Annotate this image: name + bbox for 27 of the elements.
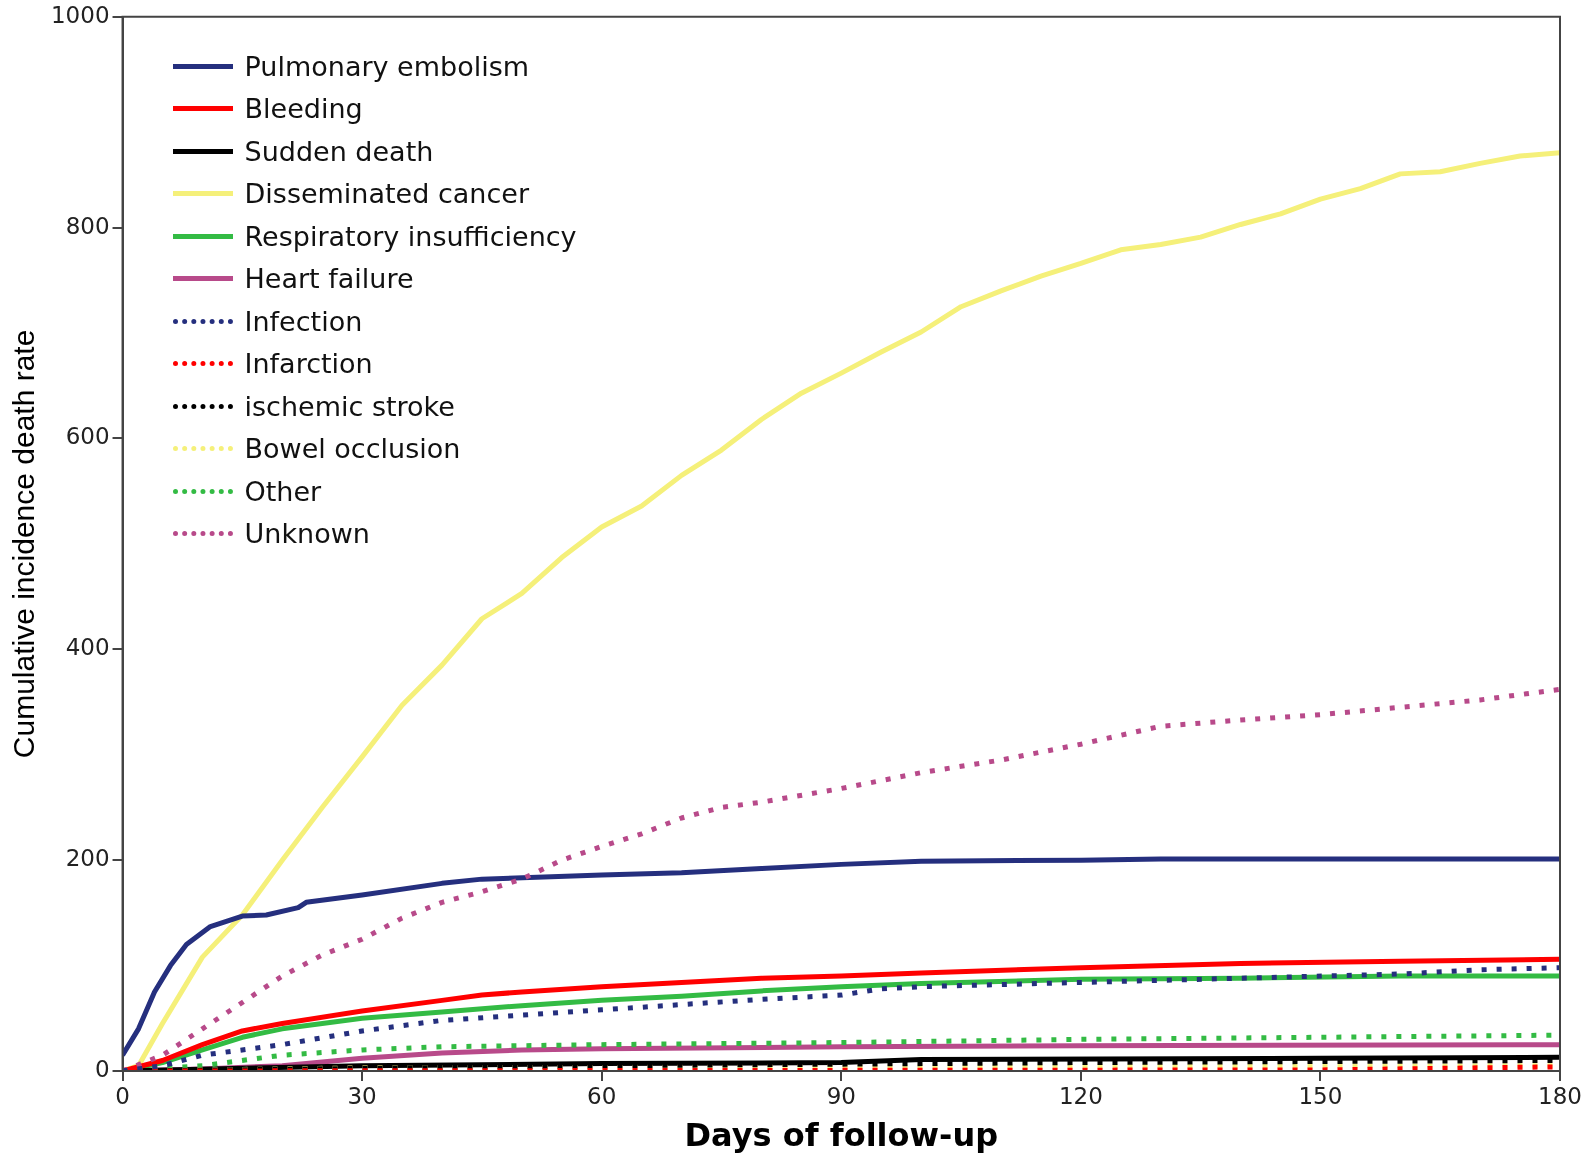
x-tick-label: 0	[115, 1082, 130, 1109]
y-tick-label: 1000	[50, 1, 110, 28]
y-tick-label: 200	[65, 845, 110, 872]
legend-label: Disseminated cancer	[244, 178, 530, 210]
y-tick-label: 0	[94, 1055, 110, 1082]
legend-label: Infarction	[244, 348, 373, 380]
x-tick-label: 90	[826, 1082, 856, 1109]
y-tick-label: 400	[65, 634, 110, 661]
x-axis-title: Days of follow-up	[684, 1116, 999, 1155]
y-axis-title: Cumulative incidence death rate	[7, 329, 41, 759]
x-tick-label: 30	[347, 1082, 377, 1109]
x-tick-label: 60	[587, 1082, 617, 1109]
legend-label: Pulmonary embolism	[244, 50, 530, 82]
legend-label: Respiratory insufficiency	[244, 220, 577, 252]
x-tick-label: 180	[1538, 1082, 1582, 1109]
y-tick-label: 600	[65, 423, 110, 450]
legend-label: Other	[244, 475, 322, 507]
x-tick-label: 150	[1298, 1082, 1343, 1109]
legend-label: Heart failure	[244, 263, 414, 295]
legend-label: Infection	[244, 305, 363, 337]
legend-label: ischemic stroke	[244, 390, 455, 422]
x-tick-label: 120	[1058, 1082, 1103, 1109]
y-tick-label: 800	[65, 212, 110, 239]
legend-label: Bowel occlusion	[244, 433, 461, 465]
legend-label: Bleeding	[244, 93, 363, 125]
legend-label: Sudden death	[244, 135, 434, 167]
legend-label: Unknown	[244, 518, 370, 550]
